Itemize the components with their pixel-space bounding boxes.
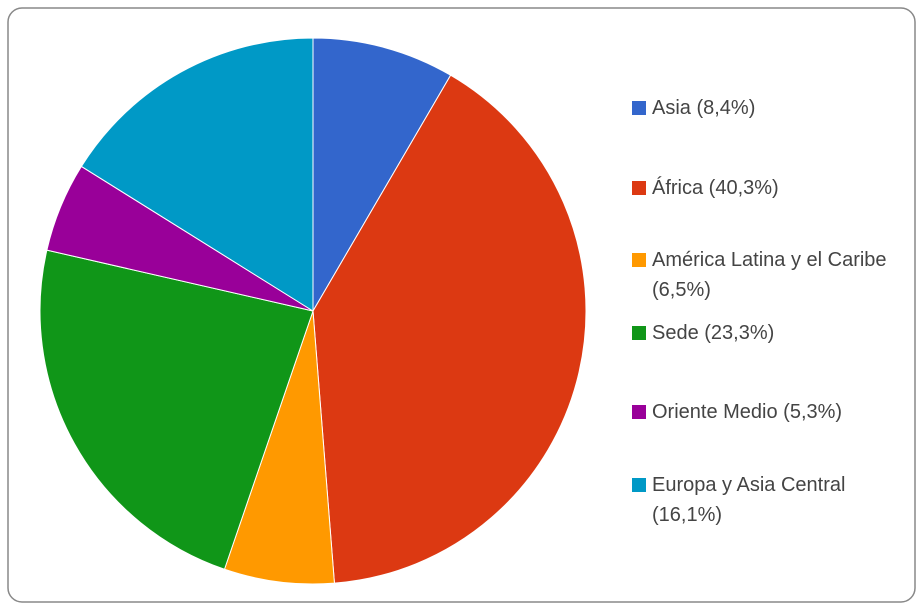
legend-item: América Latina y el Caribe (6,5%) xyxy=(632,245,902,305)
pie-slice xyxy=(80,37,314,312)
legend-label: Asia (8,4%) xyxy=(652,97,756,119)
legend-swatch xyxy=(632,253,646,267)
legend-item: Asia (8,4%) xyxy=(632,93,902,123)
legend-label: América Latina y el Caribe (6,5%) xyxy=(652,249,887,301)
legend-item: África (40,3%) xyxy=(632,173,902,203)
legend-item: Europa y Asia Central (16,1%) xyxy=(632,470,902,530)
pie-slice xyxy=(223,310,335,585)
legend-label: Oriente Medio (5,3%) xyxy=(652,401,843,423)
legend-item: Sede (23,3%) xyxy=(632,318,902,348)
legend-swatch xyxy=(632,326,646,340)
pie-slice xyxy=(39,249,314,570)
legend-swatch xyxy=(632,405,646,419)
legend-label: África (40,3%) xyxy=(652,177,779,199)
legend-swatch xyxy=(632,181,646,195)
pie-slice xyxy=(312,37,452,313)
legend-swatch xyxy=(632,478,646,492)
pie-slice xyxy=(312,74,587,584)
legend-label: Europa y Asia Central (16,1%) xyxy=(652,474,846,526)
legend-item: Oriente Medio (5,3%) xyxy=(632,397,902,427)
legend-swatch xyxy=(632,101,646,115)
legend-label: Sede (23,3%) xyxy=(652,322,775,344)
